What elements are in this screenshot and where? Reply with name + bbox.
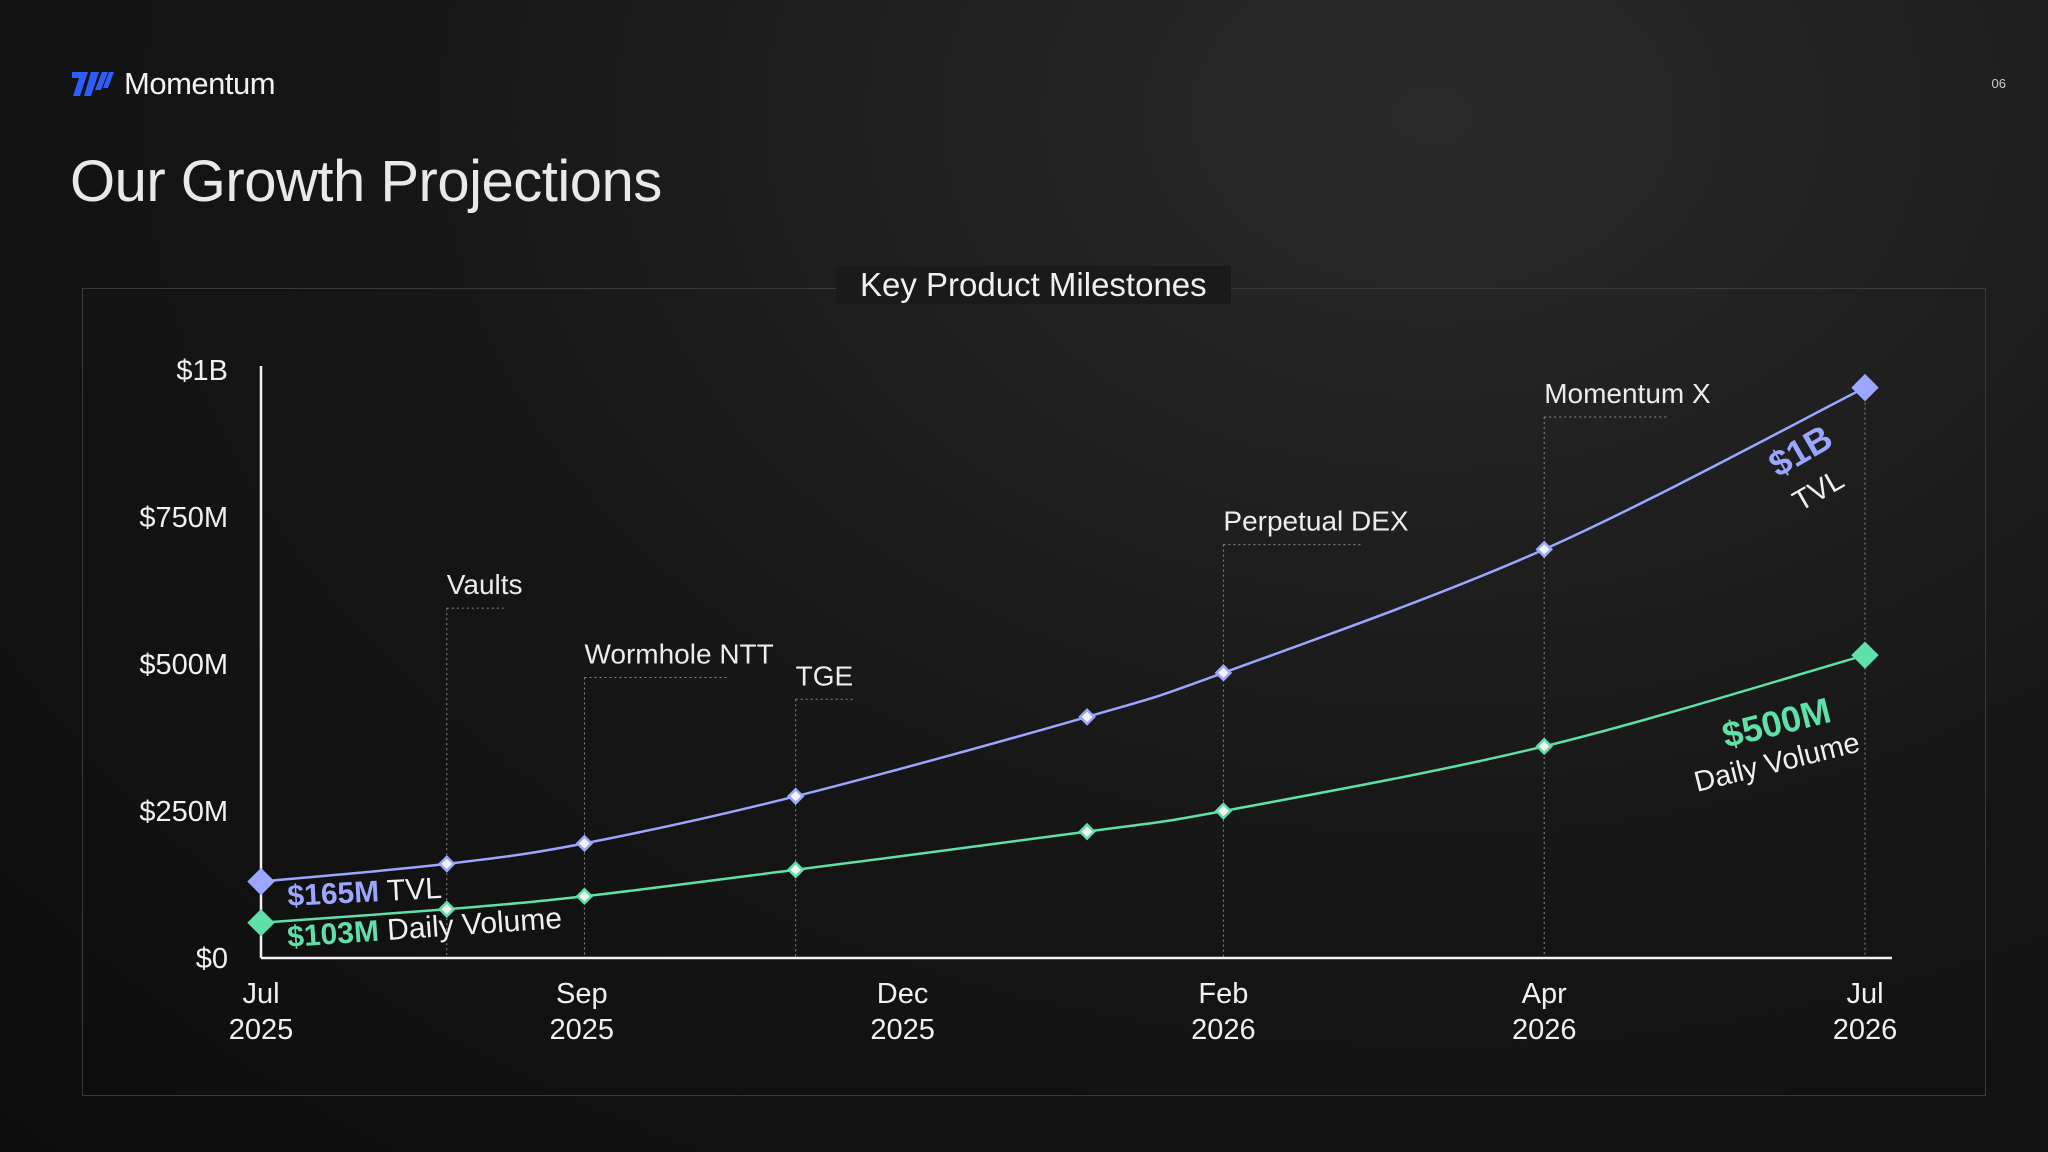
brand: Momentum [70,66,276,102]
y-tick-label: $1B [176,355,228,387]
volume-series-line [260,653,1866,924]
y-tick-label: $750M [139,502,228,534]
volume-data-point [1535,737,1553,756]
milestone-label: Vaults [447,569,523,600]
y-tick-label: $250M [139,796,228,828]
volume-data-point [575,887,594,906]
page-number: 06 [1991,76,2006,91]
y-tick-label: $0 [196,943,228,975]
page-title: Our Growth Projections [70,149,662,214]
volume-data-point [438,900,456,918]
tvl-series-line [260,386,1866,883]
x-tick-month: Sep [556,978,608,1010]
tvl-data-point [1851,373,1879,402]
chart-title: Key Product Milestones [836,266,1231,304]
milestone-label: Momentum X [1544,378,1711,409]
x-tick-month: Dec [877,978,929,1010]
x-tick-year: 2026 [1191,1014,1256,1046]
x-tick-year: 2025 [229,1014,294,1046]
x-tick-year: 2025 [550,1014,615,1046]
x-tick-month: Feb [1198,978,1248,1010]
volume-data-point [1214,802,1233,820]
volume-data-point [786,861,805,879]
volume-data-point [1851,641,1879,669]
tvl-data-point [247,867,275,896]
milestone-label: TGE [796,660,854,691]
y-tick-label: $500M [139,649,228,681]
volume-data-point [247,909,275,937]
x-tick-year: 2025 [870,1014,935,1046]
x-tick-month: Jul [1846,978,1883,1010]
x-tick-year: 2026 [1512,1014,1577,1046]
tvl-data-point [1078,708,1096,726]
tvl-start-label: $165M TVL [287,872,443,913]
x-tick-month: Apr [1522,978,1567,1010]
tvl-data-point [786,787,805,806]
tvl-data-point [438,855,456,873]
brand-name: Momentum [124,66,276,101]
tvl-data-point [575,834,594,853]
momentum-logo-icon [72,72,114,96]
x-tick-year: 2026 [1833,1014,1898,1046]
tvl-data-point [1535,540,1553,559]
tvl-data-point [1214,664,1233,682]
x-tick-month: Jul [242,978,279,1010]
volume-data-point [1078,822,1096,841]
milestone-label: Wormhole NTT [584,639,773,670]
milestone-label: Perpetual DEX [1223,506,1409,537]
